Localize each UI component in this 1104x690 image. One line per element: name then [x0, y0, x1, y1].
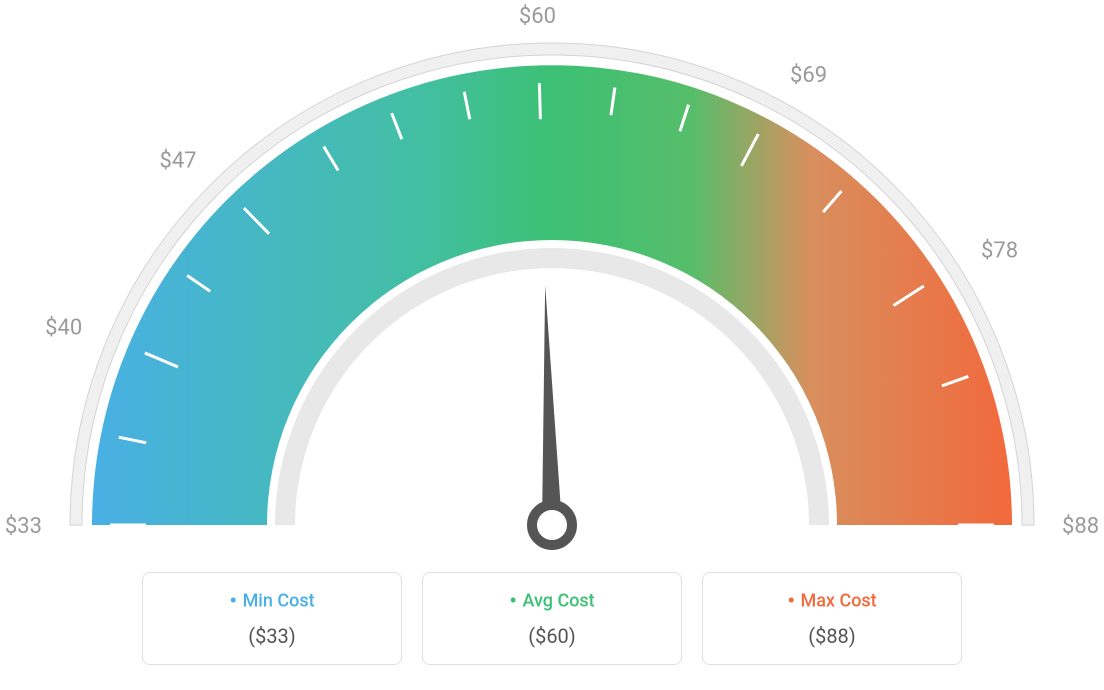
legend-value-min: ($33): [171, 624, 373, 648]
gauge-chart-container: $33 $40 $47 $60 $69 $78 $88 Min Cost ($33) Avg…: [0, 0, 1104, 690]
legend-card-min: Min Cost ($33): [142, 572, 402, 665]
legend-card-avg: Avg Cost ($60): [422, 572, 682, 665]
legend-value-avg: ($60): [451, 624, 653, 648]
gauge-tick: [539, 83, 540, 119]
gauge-tick-label: $69: [790, 63, 827, 88]
legend-label-avg: Avg Cost: [451, 589, 653, 614]
gauge-needle: [542, 285, 562, 525]
gauge-tick-label: $78: [981, 238, 1018, 263]
gauge-tick-label: $60: [519, 4, 556, 29]
legend-label-min: Min Cost: [171, 589, 373, 614]
gauge-tick-label: $40: [45, 315, 82, 340]
legend-label-max: Max Cost: [731, 589, 933, 614]
gauge-tick-label: $88: [1062, 514, 1099, 539]
legend-value-max: ($88): [731, 624, 933, 648]
gauge-tick-label: $33: [5, 514, 42, 539]
legend-container: Min Cost ($33) Avg Cost ($60) Max Cost (…: [142, 572, 962, 665]
gauge-needle-hub: [532, 505, 572, 545]
gauge-tick-label: $47: [159, 148, 196, 173]
gauge-svg: $33 $40 $47 $60 $69 $78 $88: [0, 0, 1104, 580]
legend-card-max: Max Cost ($88): [702, 572, 962, 665]
